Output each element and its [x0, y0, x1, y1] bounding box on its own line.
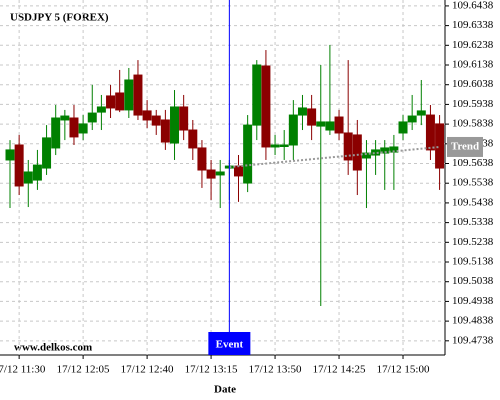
- candle-body: [170, 106, 180, 144]
- x-axis-label: Date: [214, 384, 236, 396]
- x-tick-label: 17/12 11:30: [0, 364, 46, 376]
- candle-body: [261, 65, 271, 148]
- candle-body: [42, 137, 52, 169]
- x-tick-label: 17/12 15:00: [377, 364, 430, 376]
- candle-body: [60, 115, 70, 121]
- candle-body: [371, 149, 381, 156]
- candle-body: [307, 108, 317, 126]
- x-tick-label: 17/12 12:40: [121, 364, 174, 376]
- candle-body: [106, 95, 116, 109]
- candle-body: [416, 110, 426, 116]
- y-tick-label: 109.6038: [452, 78, 494, 90]
- y-tick-label: 109.6438: [452, 0, 494, 11]
- y-tick-label: 109.4738: [452, 334, 494, 346]
- candle-body: [435, 123, 445, 169]
- x-tick-label: 17/12 12:05: [57, 364, 110, 376]
- candle-body: [407, 115, 417, 123]
- candle-body: [352, 134, 362, 171]
- event-label: Event: [216, 339, 244, 351]
- y-tick-label: 109.5638: [452, 157, 494, 169]
- candle-body: [87, 112, 97, 123]
- y-tick-label: 109.6338: [452, 19, 494, 31]
- candle-body: [343, 132, 353, 161]
- candle-body: [151, 115, 161, 126]
- watermark: www.delkos.com: [14, 342, 92, 354]
- y-tick-label: 109.5438: [452, 196, 494, 208]
- candle-body: [334, 116, 344, 134]
- candle-body: [160, 119, 170, 143]
- y-tick-label: 109.5938: [452, 98, 494, 110]
- x-tick-label: 17/12 13:50: [249, 364, 302, 376]
- candle-body: [142, 110, 152, 121]
- candle-body: [69, 117, 79, 138]
- candle-body: [398, 121, 408, 134]
- trend-label: Trend: [451, 140, 479, 152]
- candle-body: [5, 149, 15, 161]
- trend-line: [229, 145, 440, 169]
- candle-body: [297, 107, 307, 116]
- y-tick-label: 109.6238: [452, 39, 494, 51]
- y-tick-label: 109.5238: [452, 236, 494, 248]
- y-tick-label: 109.4838: [452, 315, 494, 327]
- candle-body: [32, 164, 42, 181]
- y-tick-label: 109.5138: [452, 256, 494, 268]
- y-tick-label: 109.4938: [452, 295, 494, 307]
- candle-body: [51, 117, 61, 149]
- x-tick-label: 17/12 14:25: [313, 364, 366, 376]
- y-tick-label: 109.5338: [452, 216, 494, 228]
- candle-body: [133, 74, 143, 116]
- candle-body: [206, 169, 216, 179]
- candle-body: [316, 121, 326, 127]
- candle-body: [78, 123, 88, 134]
- candle-body: [179, 106, 189, 131]
- candle-body: [96, 106, 106, 113]
- candle-body: [243, 124, 253, 184]
- y-tick-label: 109.5538: [452, 177, 494, 189]
- candle-body: [115, 92, 125, 111]
- trend-label-box: [447, 136, 483, 157]
- candle-body: [188, 129, 198, 149]
- candle-body: [279, 144, 289, 147]
- candle-body: [252, 64, 262, 126]
- candle-body: [234, 165, 243, 177]
- candle-body: [14, 144, 24, 187]
- candle-body: [23, 171, 33, 184]
- candle-body: [325, 121, 335, 131]
- y-tick-label: 109.5038: [452, 275, 494, 287]
- candle-body: [215, 171, 225, 176]
- y-tick-label: 109.6138: [452, 59, 494, 71]
- x-tick-label: 17/12 13:15: [185, 364, 238, 376]
- candle-body: [270, 144, 280, 148]
- chart-title: USDJPY 5 (FOREX): [10, 12, 109, 24]
- y-tick-label: 109.5838: [452, 118, 494, 130]
- event-label-box: [208, 332, 251, 355]
- candle-body: [124, 79, 134, 111]
- candle-body: [197, 147, 207, 171]
- candle-body: [288, 114, 298, 146]
- candle-body: [425, 114, 435, 151]
